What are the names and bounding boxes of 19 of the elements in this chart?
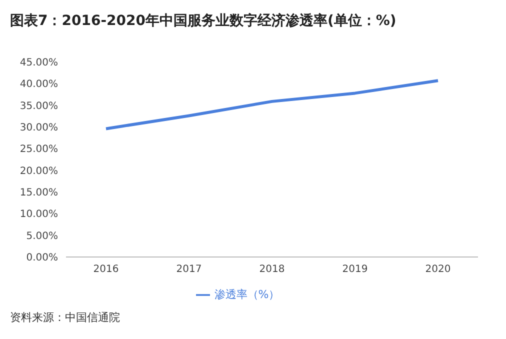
y-tick-label: 35.00%: [20, 100, 58, 112]
line-series: [104, 79, 440, 130]
y-tick-label: 5.00%: [26, 230, 58, 242]
y-tick-label: 10.00%: [20, 209, 58, 220]
y-tick-label: 45.00%: [20, 58, 58, 69]
x-tick-label: 2016: [93, 264, 119, 276]
chart-title: 图表7：2016-2020年中国服务业数字经济渗透率(单位：%): [9, 12, 398, 31]
x-tick-label: 2020: [425, 264, 451, 276]
y-tick-label: 0.00%: [26, 252, 58, 264]
y-tick-label: 15.00%: [20, 188, 58, 199]
y-tick-label: 40.00%: [20, 79, 58, 90]
x-tick-label: 2018: [259, 264, 285, 276]
y-tick-label: 25.00%: [20, 144, 58, 156]
y-tick-label: 20.00%: [20, 166, 58, 177]
y-tick-label: 30.00%: [20, 122, 58, 134]
x-tick-label: 2017: [176, 264, 202, 276]
x-tick-label: 2019: [342, 264, 368, 276]
legend-label: 渗透率（%）: [214, 288, 280, 301]
text: 资料来源：中国信通院: [9, 310, 121, 325]
